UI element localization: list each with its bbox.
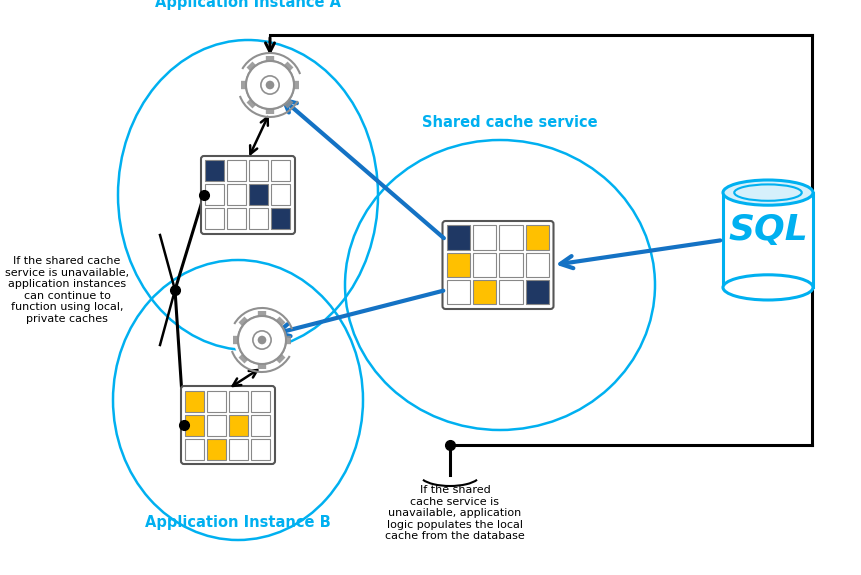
Text: SQL: SQL — [728, 213, 807, 247]
Bar — [473, 280, 496, 305]
Bar — [229, 390, 248, 412]
Circle shape — [265, 81, 274, 89]
Bar — [473, 225, 496, 250]
Bar — [722, 193, 812, 288]
Bar — [525, 280, 548, 305]
Bar — [208, 415, 226, 435]
Bar — [447, 253, 470, 277]
Bar — [185, 439, 204, 459]
Bar — [185, 390, 204, 412]
Ellipse shape — [722, 180, 812, 205]
Circle shape — [252, 331, 271, 349]
FancyBboxPatch shape — [442, 221, 553, 309]
FancyBboxPatch shape — [181, 386, 275, 464]
Text: If the shared
cache service is
unavailable, application
logic populates the loca: If the shared cache service is unavailab… — [385, 485, 524, 542]
Bar — [249, 185, 268, 205]
Bar — [525, 253, 548, 277]
Circle shape — [245, 61, 294, 109]
Text: Application Instance A: Application Instance A — [155, 0, 341, 10]
Bar — [205, 160, 224, 182]
Text: Application Instance B: Application Instance B — [145, 515, 331, 530]
Bar — [185, 415, 204, 435]
Bar — [227, 209, 246, 229]
Bar — [447, 225, 470, 250]
Bar — [249, 160, 268, 182]
Text: If the shared cache
service is unavailable,
application instances
can continue t: If the shared cache service is unavailab… — [5, 256, 129, 324]
Bar — [499, 253, 522, 277]
Bar — [205, 185, 224, 205]
Circle shape — [257, 336, 266, 344]
Bar — [251, 415, 270, 435]
Bar — [229, 415, 248, 435]
Circle shape — [233, 312, 289, 368]
Bar — [208, 439, 226, 459]
Ellipse shape — [722, 275, 812, 300]
Circle shape — [242, 57, 298, 113]
FancyBboxPatch shape — [201, 156, 294, 234]
Bar — [249, 209, 268, 229]
Bar — [208, 390, 226, 412]
Bar — [525, 225, 548, 250]
Bar — [251, 390, 270, 412]
Bar — [227, 160, 246, 182]
Text: Shared cache service: Shared cache service — [422, 115, 598, 130]
Bar — [473, 253, 496, 277]
Bar — [271, 160, 290, 182]
Bar — [499, 280, 522, 305]
Circle shape — [238, 316, 286, 364]
Circle shape — [261, 76, 279, 94]
Bar — [499, 225, 522, 250]
Bar — [447, 280, 470, 305]
Bar — [271, 185, 290, 205]
Bar — [227, 185, 246, 205]
Bar — [271, 209, 290, 229]
Bar — [205, 209, 224, 229]
Bar — [229, 439, 248, 459]
Bar — [251, 439, 270, 459]
